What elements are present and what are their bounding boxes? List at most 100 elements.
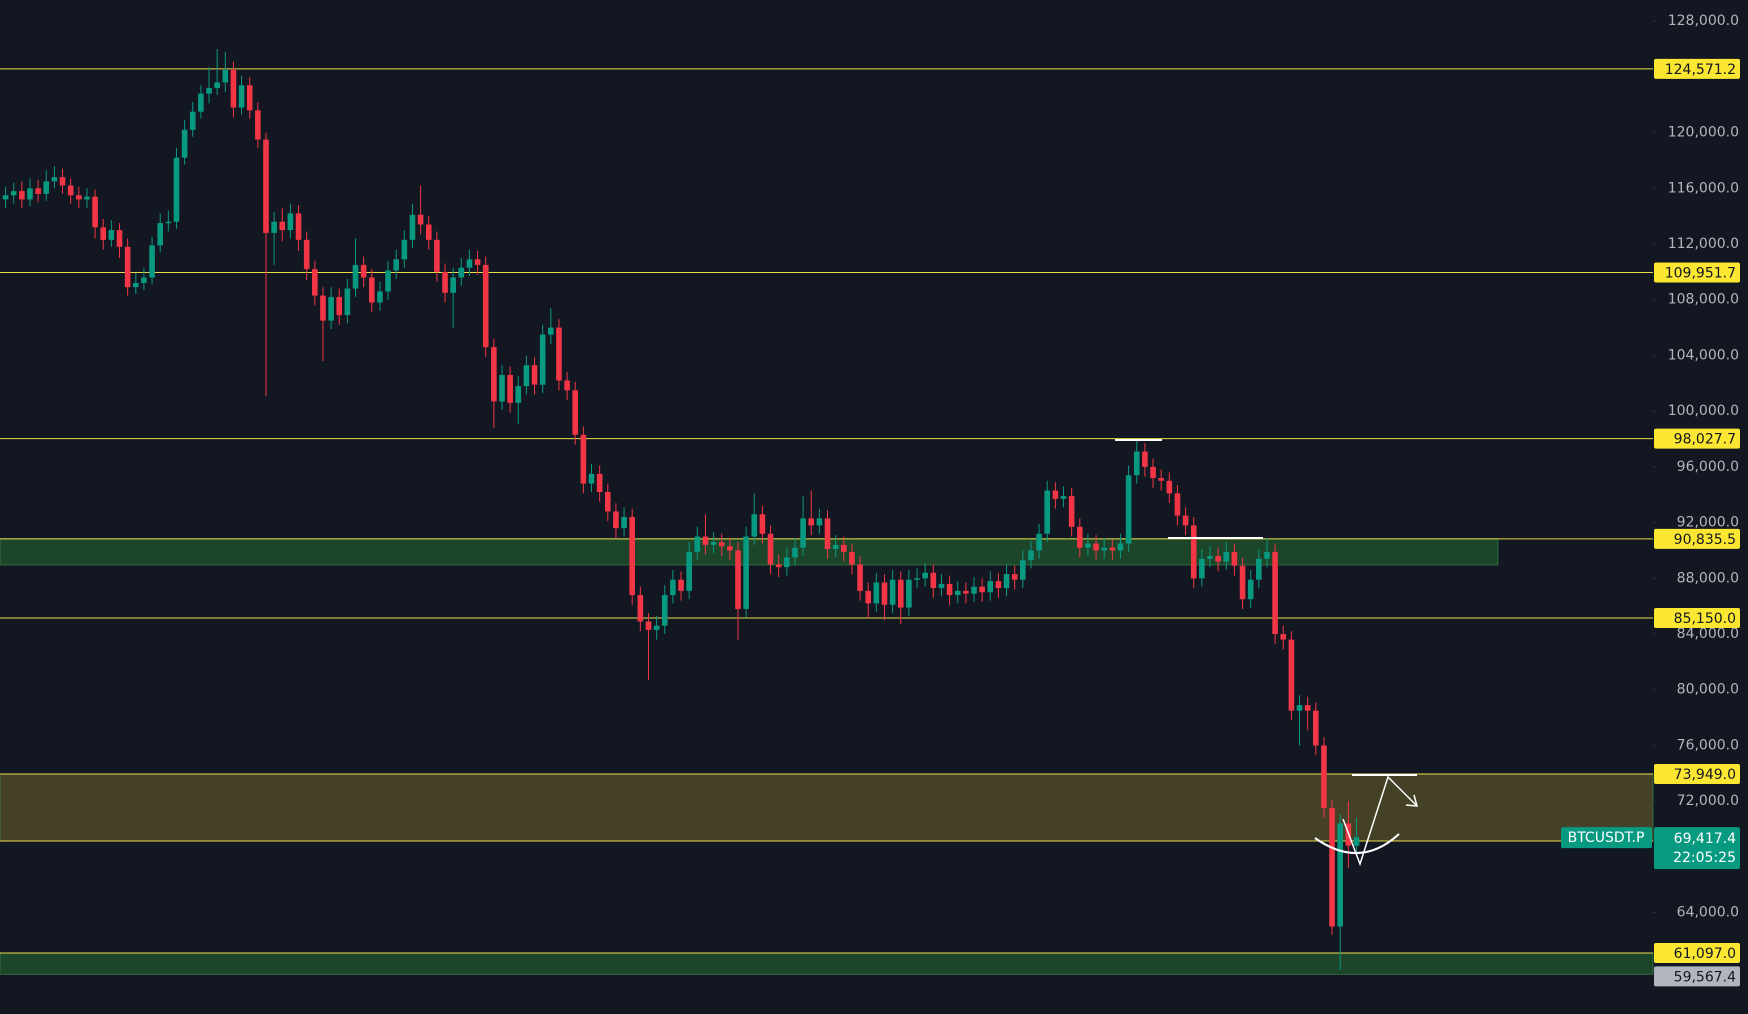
candle-body (1353, 837, 1360, 846)
candle-body (165, 221, 172, 224)
candle-body (1190, 525, 1197, 579)
candle-body (76, 195, 82, 200)
level-label: 73,949.0 (1674, 767, 1736, 783)
candle-body (491, 347, 497, 402)
candle-body (51, 177, 58, 182)
candle-body (1337, 823, 1344, 927)
candle-body (963, 590, 969, 594)
candle-body (157, 223, 163, 246)
candle-body (19, 191, 25, 200)
candle-body (922, 572, 928, 579)
candle-body (1028, 550, 1034, 561)
candle-body (263, 139, 269, 233)
y-tick-label: 80,000.0 (1677, 682, 1739, 698)
candle-body (1239, 565, 1246, 600)
candle-body (816, 518, 823, 526)
candle-body (303, 239, 310, 270)
y-tick-label: 112,000.0 (1668, 236, 1739, 252)
candle-body (482, 264, 489, 348)
candle-body (604, 491, 611, 512)
candle-body (539, 334, 546, 385)
candle-body (670, 579, 676, 596)
y-tick-label: 128,000.0 (1668, 13, 1739, 29)
candle-body (1272, 551, 1278, 635)
zone (0, 773, 1654, 842)
level-label: 90,835.5 (1674, 532, 1736, 548)
candle-body (116, 230, 123, 247)
candle-body (1117, 543, 1124, 551)
drawing-arrowhead (1405, 794, 1419, 807)
candle-body (59, 177, 66, 186)
candle-body (637, 595, 644, 622)
symbol-label: BTCUSDT.P (1568, 830, 1645, 846)
candle-body (1321, 745, 1327, 809)
candle-body (1312, 710, 1319, 746)
candle-body (1256, 558, 1262, 580)
level-label: 124,571.2 (1665, 62, 1736, 78)
level-label-box (1654, 943, 1740, 964)
candle-body (214, 82, 220, 89)
candle-body (661, 595, 668, 626)
candle-body (645, 621, 652, 630)
y-tick-label: 104,000.0 (1668, 347, 1739, 363)
level-label-box (1654, 764, 1740, 785)
candle-body (694, 536, 701, 552)
candle-body (759, 514, 766, 534)
zone (0, 538, 1499, 566)
candle-body (653, 625, 660, 630)
candle-body (686, 551, 692, 591)
candle-body (1199, 558, 1205, 579)
candle-body (320, 295, 326, 321)
candle-body (621, 517, 627, 529)
candle-body (1060, 496, 1067, 499)
zone (0, 952, 1654, 975)
candle-body (434, 239, 440, 272)
candle-body (1223, 551, 1230, 562)
y-tick-label: 100,000.0 (1668, 403, 1739, 419)
y-tick-label: 116,000.0 (1668, 180, 1739, 196)
candle-body (1280, 634, 1287, 640)
y-tick-label: 72,000.0 (1677, 793, 1739, 809)
drawing-arc (1314, 833, 1400, 855)
candle-body (1052, 490, 1059, 499)
candle-body (1231, 551, 1238, 566)
candle-body (474, 259, 481, 265)
candle-body (1304, 705, 1311, 711)
y-tick-label: 108,000.0 (1668, 292, 1739, 308)
candle-body (971, 586, 977, 594)
candle-body (987, 581, 994, 593)
level-label: 109,951.7 (1665, 266, 1736, 282)
candle-body (1011, 574, 1018, 580)
candle-body (442, 271, 448, 293)
candle-body (507, 374, 513, 403)
candle-body (1264, 551, 1270, 559)
candle-body (1166, 480, 1173, 494)
candle-body (1158, 478, 1164, 481)
candle-body (458, 267, 465, 278)
candle-body (613, 511, 619, 529)
candle-body (328, 296, 334, 321)
candle-body (1003, 574, 1010, 589)
candle-body (751, 514, 758, 537)
candle-body (906, 579, 912, 608)
countdown-label: 22:05:25 (1673, 850, 1736, 866)
candle-body (287, 213, 294, 231)
candle-body (572, 390, 579, 435)
candle-body (312, 269, 318, 296)
candle-body (1036, 533, 1042, 551)
candle-body (417, 214, 424, 225)
candle-body (1133, 451, 1140, 476)
y-tick-label: 88,000.0 (1677, 570, 1739, 586)
candle-body (425, 224, 432, 240)
candle-body (800, 518, 806, 548)
candle-body (377, 291, 383, 303)
candle-body (1076, 526, 1083, 548)
candle-body (865, 590, 872, 604)
candle-body (409, 214, 416, 240)
candle-body (775, 564, 782, 568)
level-label: 61,097.0 (1674, 946, 1736, 962)
candle-body (1093, 543, 1099, 551)
candle-body (1085, 543, 1091, 548)
candle-body (385, 270, 391, 292)
